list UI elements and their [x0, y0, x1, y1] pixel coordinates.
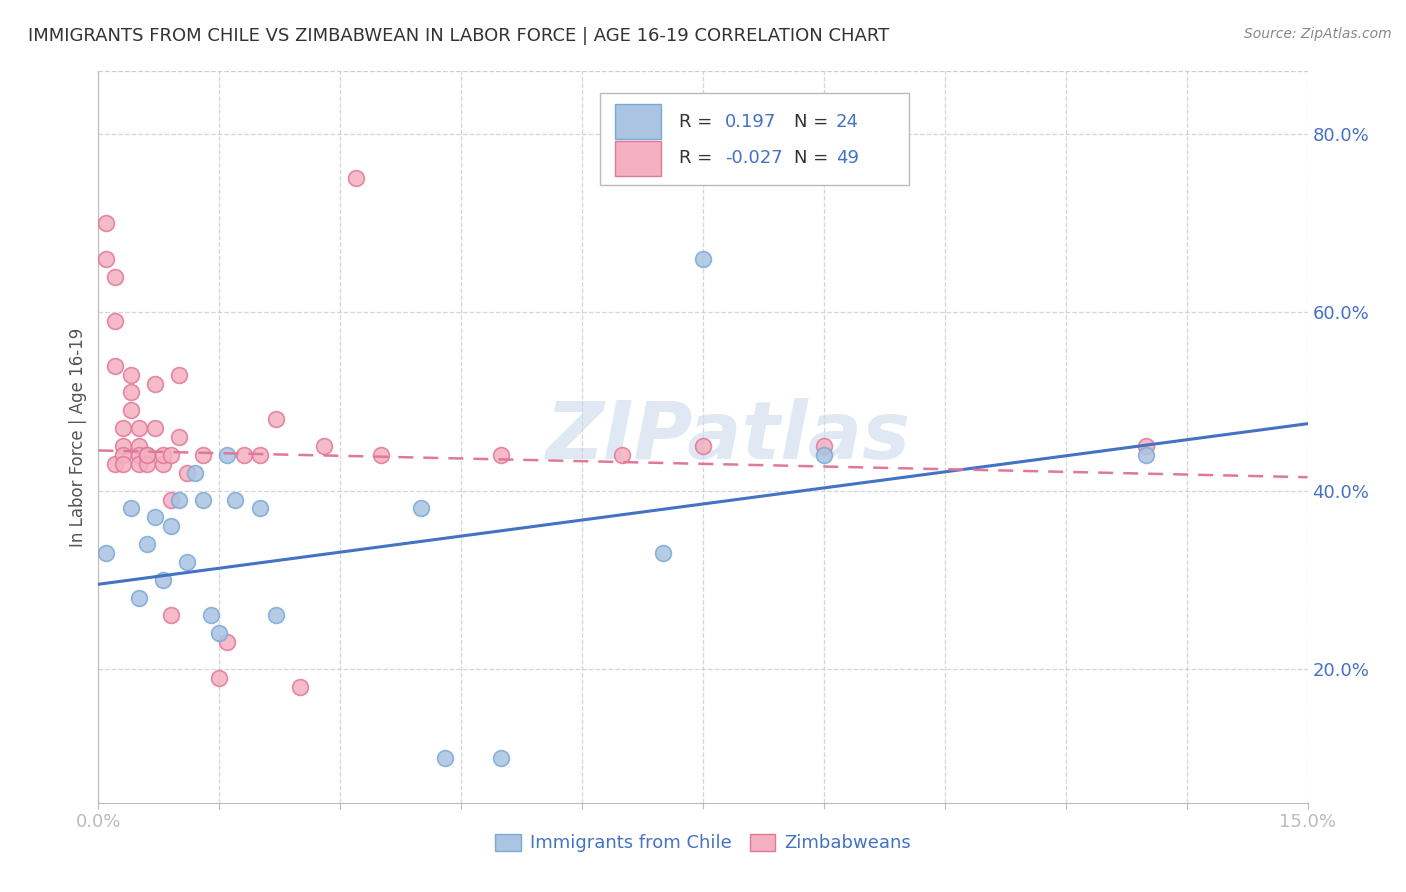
Point: [111, 439, 134, 453]
Point: [612, 448, 634, 462]
Point: [813, 439, 835, 453]
Point: [135, 457, 157, 471]
Y-axis label: In Labor Force | Age 16-19: In Labor Force | Age 16-19: [69, 327, 87, 547]
Point: [160, 519, 183, 533]
Point: [128, 591, 150, 605]
Point: [143, 421, 166, 435]
Point: [813, 448, 835, 462]
Point: [217, 448, 239, 462]
Point: [103, 314, 125, 328]
Point: [111, 457, 134, 471]
Point: [176, 555, 198, 569]
Text: 49: 49: [837, 149, 859, 168]
FancyBboxPatch shape: [600, 94, 908, 185]
Point: [96, 546, 118, 560]
Point: [288, 680, 311, 694]
Text: R =: R =: [679, 149, 718, 168]
Text: 24: 24: [837, 112, 859, 131]
Point: [135, 448, 157, 462]
Point: [152, 573, 174, 587]
Point: [96, 252, 118, 266]
Point: [344, 171, 367, 186]
Point: [208, 626, 231, 640]
Point: [103, 457, 125, 471]
Point: [96, 216, 118, 230]
Point: [167, 430, 190, 444]
Point: [176, 466, 198, 480]
Point: [370, 448, 392, 462]
Text: R =: R =: [679, 112, 718, 131]
Text: Source: ZipAtlas.com: Source: ZipAtlas.com: [1244, 27, 1392, 41]
Point: [208, 671, 231, 685]
Point: [1135, 448, 1157, 462]
Point: [120, 368, 142, 382]
Point: [135, 537, 157, 551]
Point: [200, 608, 222, 623]
FancyBboxPatch shape: [614, 104, 661, 139]
Point: [314, 439, 336, 453]
Point: [128, 457, 150, 471]
Point: [193, 492, 215, 507]
Point: [217, 635, 239, 649]
Point: [167, 368, 190, 382]
Text: 0.197: 0.197: [724, 112, 776, 131]
Point: [264, 412, 287, 426]
Text: N =: N =: [793, 149, 834, 168]
Point: [143, 510, 166, 524]
Point: [111, 448, 134, 462]
Point: [135, 448, 157, 462]
Point: [152, 448, 174, 462]
Point: [249, 448, 271, 462]
Point: [128, 448, 150, 462]
Point: [120, 385, 142, 400]
Point: [232, 448, 254, 462]
Point: [120, 501, 142, 516]
Point: [111, 421, 134, 435]
Point: [103, 269, 125, 284]
Point: [491, 448, 513, 462]
Point: [103, 359, 125, 373]
Point: [224, 492, 246, 507]
Point: [160, 492, 183, 507]
Point: [249, 501, 271, 516]
Legend: Immigrants from Chile, Zimbabweans: Immigrants from Chile, Zimbabweans: [488, 826, 918, 860]
Point: [692, 252, 714, 266]
Point: [692, 439, 714, 453]
Point: [143, 376, 166, 391]
Point: [651, 546, 673, 560]
Point: [264, 608, 287, 623]
Point: [167, 492, 190, 507]
Point: [152, 457, 174, 471]
Point: [120, 403, 142, 417]
Point: [184, 466, 207, 480]
Point: [491, 751, 513, 765]
Point: [128, 439, 150, 453]
Text: N =: N =: [793, 112, 834, 131]
Text: -0.027: -0.027: [724, 149, 783, 168]
Text: ZIPatlas: ZIPatlas: [544, 398, 910, 476]
FancyBboxPatch shape: [614, 141, 661, 176]
Point: [1135, 439, 1157, 453]
Point: [128, 421, 150, 435]
Text: IMMIGRANTS FROM CHILE VS ZIMBABWEAN IN LABOR FORCE | AGE 16-19 CORRELATION CHART: IMMIGRANTS FROM CHILE VS ZIMBABWEAN IN L…: [28, 27, 890, 45]
Point: [409, 501, 432, 516]
Point: [160, 608, 183, 623]
Point: [434, 751, 457, 765]
Point: [193, 448, 215, 462]
Point: [160, 448, 183, 462]
